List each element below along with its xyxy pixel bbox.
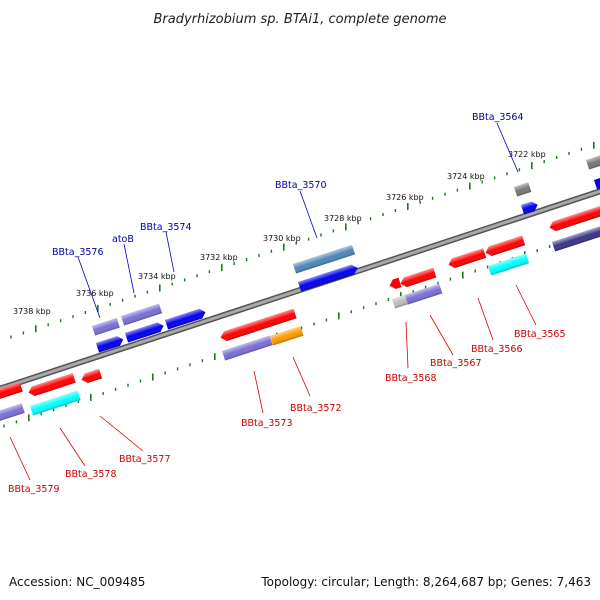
label-BBta_3573[interactable]: BBta_3573 <box>241 418 293 429</box>
genes-forward <box>92 153 600 353</box>
label-BBta_3577[interactable]: BBta_3577 <box>119 454 171 465</box>
labels-top: BBta_3576 atoB BBta_3574 BBta_3570 BBta_… <box>52 112 524 258</box>
kbp-label-3738: 3738 kbp <box>13 307 51 316</box>
label-BBta_3576[interactable]: BBta_3576 <box>52 247 104 258</box>
kbp-label-3732: 3732 kbp <box>200 253 238 262</box>
label-BBta_3579[interactable]: BBta_3579 <box>8 484 60 495</box>
kbp-label-3736: 3736 kbp <box>76 289 114 298</box>
gene-red-small-2[interactable] <box>388 277 402 291</box>
label-BBta_3565[interactable]: BBta_3565 <box>514 329 566 340</box>
label-BBta_3570[interactable]: BBta_3570 <box>275 180 327 191</box>
kbp-label-3734: 3734 kbp <box>138 272 176 281</box>
label-BBta_3567[interactable]: BBta_3567 <box>430 358 482 369</box>
kbp-labels: 3738 kbp 3736 kbp 3734 kbp 3732 kbp 3730… <box>13 150 546 316</box>
kbp-label-3730: 3730 kbp <box>263 234 301 243</box>
label-BBta_3578[interactable]: BBta_3578 <box>65 469 117 480</box>
kbp-label-3722: 3722 kbp <box>508 150 546 159</box>
labels-bottom: BBta_3579 BBta_3578 BBta_3577 BBta_3573 … <box>8 329 566 495</box>
kbp-label-3724: 3724 kbp <box>447 172 485 181</box>
leaders-top <box>77 122 519 319</box>
label-BBta_3572[interactable]: BBta_3572 <box>290 403 342 414</box>
label-BBta_3566[interactable]: BBta_3566 <box>471 344 523 355</box>
gene-blue-edge[interactable] <box>594 175 600 190</box>
label-BBta_3574[interactable]: BBta_3574 <box>140 222 192 233</box>
kbp-label-3726: 3726 kbp <box>386 193 424 202</box>
label-BBta_3568[interactable]: BBta_3568 <box>385 373 437 384</box>
genes-reverse <box>0 204 600 422</box>
kbp-label-3728: 3728 kbp <box>324 214 362 223</box>
genome-title: Bradyrhizobium sp. BTAi1, complete genom… <box>153 12 446 27</box>
label-BBta_3564[interactable]: BBta_3564 <box>472 112 524 123</box>
label-atoB[interactable]: atoB <box>112 234 134 245</box>
tick-row-top <box>10 141 595 339</box>
genome-summary-text: Topology: circular; Length: 8,264,687 bp… <box>260 575 591 589</box>
genome-backbone <box>0 188 600 392</box>
accession-text: Accession: NC_009485 <box>9 575 145 589</box>
leaders-bottom <box>9 284 537 481</box>
